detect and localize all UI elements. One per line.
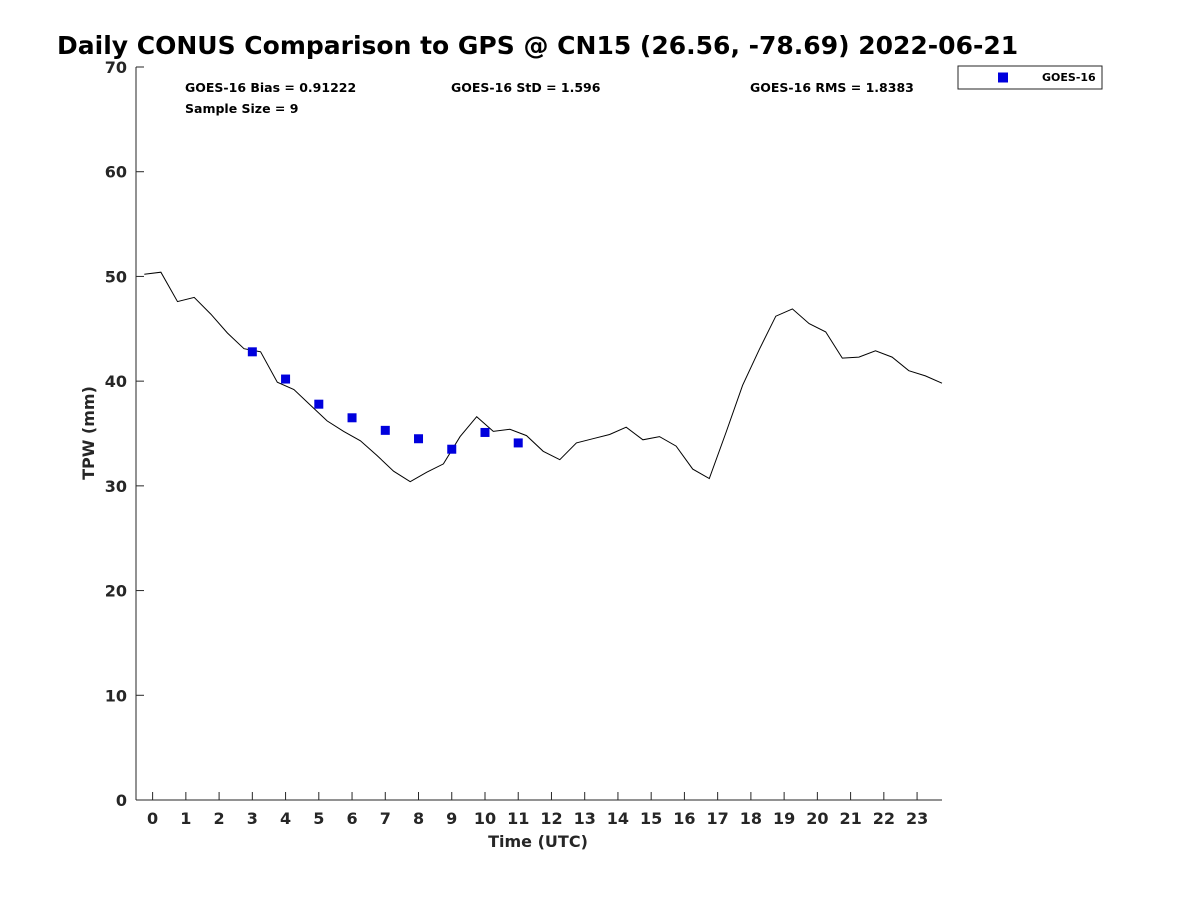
y-tick-label: 20	[105, 582, 127, 601]
x-tick-label: 1	[180, 809, 191, 828]
rms-annotation: GOES-16 RMS = 1.8383	[750, 80, 914, 95]
y-tick-label: 70	[105, 58, 127, 77]
legend-box	[957, 65, 1103, 90]
plot-area	[135, 67, 942, 801]
series-layer	[144, 271, 943, 483]
x-tick-label: 11	[507, 809, 529, 828]
x-tick-label: 23	[906, 809, 928, 828]
x-tick-label: 16	[673, 809, 695, 828]
stats-annotations: GOES-16 Bias = 0.91222 GOES-16 StD = 1.5…	[185, 80, 914, 116]
x-tick-label: 5	[313, 809, 324, 828]
goes16-point	[380, 425, 390, 435]
x-tick-label: 15	[640, 809, 662, 828]
x-tick-label: 22	[873, 809, 895, 828]
sample-size-annotation: Sample Size = 9	[185, 101, 298, 116]
goes16-point	[314, 399, 324, 409]
x-tick-label: 21	[839, 809, 861, 828]
x-tick-label: 0	[147, 809, 158, 828]
y-tick-label: 40	[105, 372, 127, 391]
y-tick-label: 0	[116, 791, 127, 810]
x-tick-label: 9	[446, 809, 457, 828]
x-tick-label: 8	[413, 809, 424, 828]
x-tick-label: 20	[806, 809, 828, 828]
goes16-point	[513, 438, 523, 448]
x-tick-label: 2	[214, 809, 225, 828]
chart-title: Daily CONUS Comparison to GPS @ CN15 (26…	[57, 31, 1018, 60]
legend: GOES-16	[957, 65, 1103, 90]
x-tick-label: 17	[707, 809, 729, 828]
x-tick-label: 13	[574, 809, 596, 828]
goes16-point	[480, 427, 490, 437]
x-tick-label: 4	[280, 809, 291, 828]
goes16-point	[247, 347, 257, 357]
legend-marker-goes16	[998, 72, 1008, 83]
x-tick-label: 18	[740, 809, 762, 828]
goes16-point	[281, 374, 291, 384]
x-tick-label: 19	[773, 809, 795, 828]
y-tick-label: 50	[105, 267, 127, 286]
goes16-point	[347, 413, 357, 423]
x-tick-label: 3	[247, 809, 258, 828]
y-tick-label: 10	[105, 686, 127, 705]
gps-tpw-line	[144, 271, 943, 483]
y-tick-label: 30	[105, 477, 127, 496]
x-tick-label: 7	[380, 809, 391, 828]
legend-label-goes16: GOES-16	[1042, 71, 1096, 84]
x-axis-label: Time (UTC)	[488, 832, 588, 851]
x-tick-label: 14	[607, 809, 629, 828]
y-tick-label: 60	[105, 163, 127, 182]
goes16-point	[447, 444, 457, 454]
y-axis-ticks: 0 10 20 30 40 50 60 70	[105, 58, 144, 810]
goes16-point	[414, 434, 424, 444]
x-tick-label: 12	[540, 809, 562, 828]
x-tick-label: 10	[474, 809, 496, 828]
y-axis-label: TPW (mm)	[79, 386, 98, 480]
x-axis-ticks: 0 1 2 3 4 5 6 7 8 9 10 11 12 13 14 15 16 17 18 19 20 21 22 23	[147, 792, 928, 828]
std-annotation: GOES-16 StD = 1.596	[451, 80, 601, 95]
bias-annotation: GOES-16 Bias = 0.91222	[185, 80, 356, 95]
x-tick-label: 6	[346, 809, 357, 828]
